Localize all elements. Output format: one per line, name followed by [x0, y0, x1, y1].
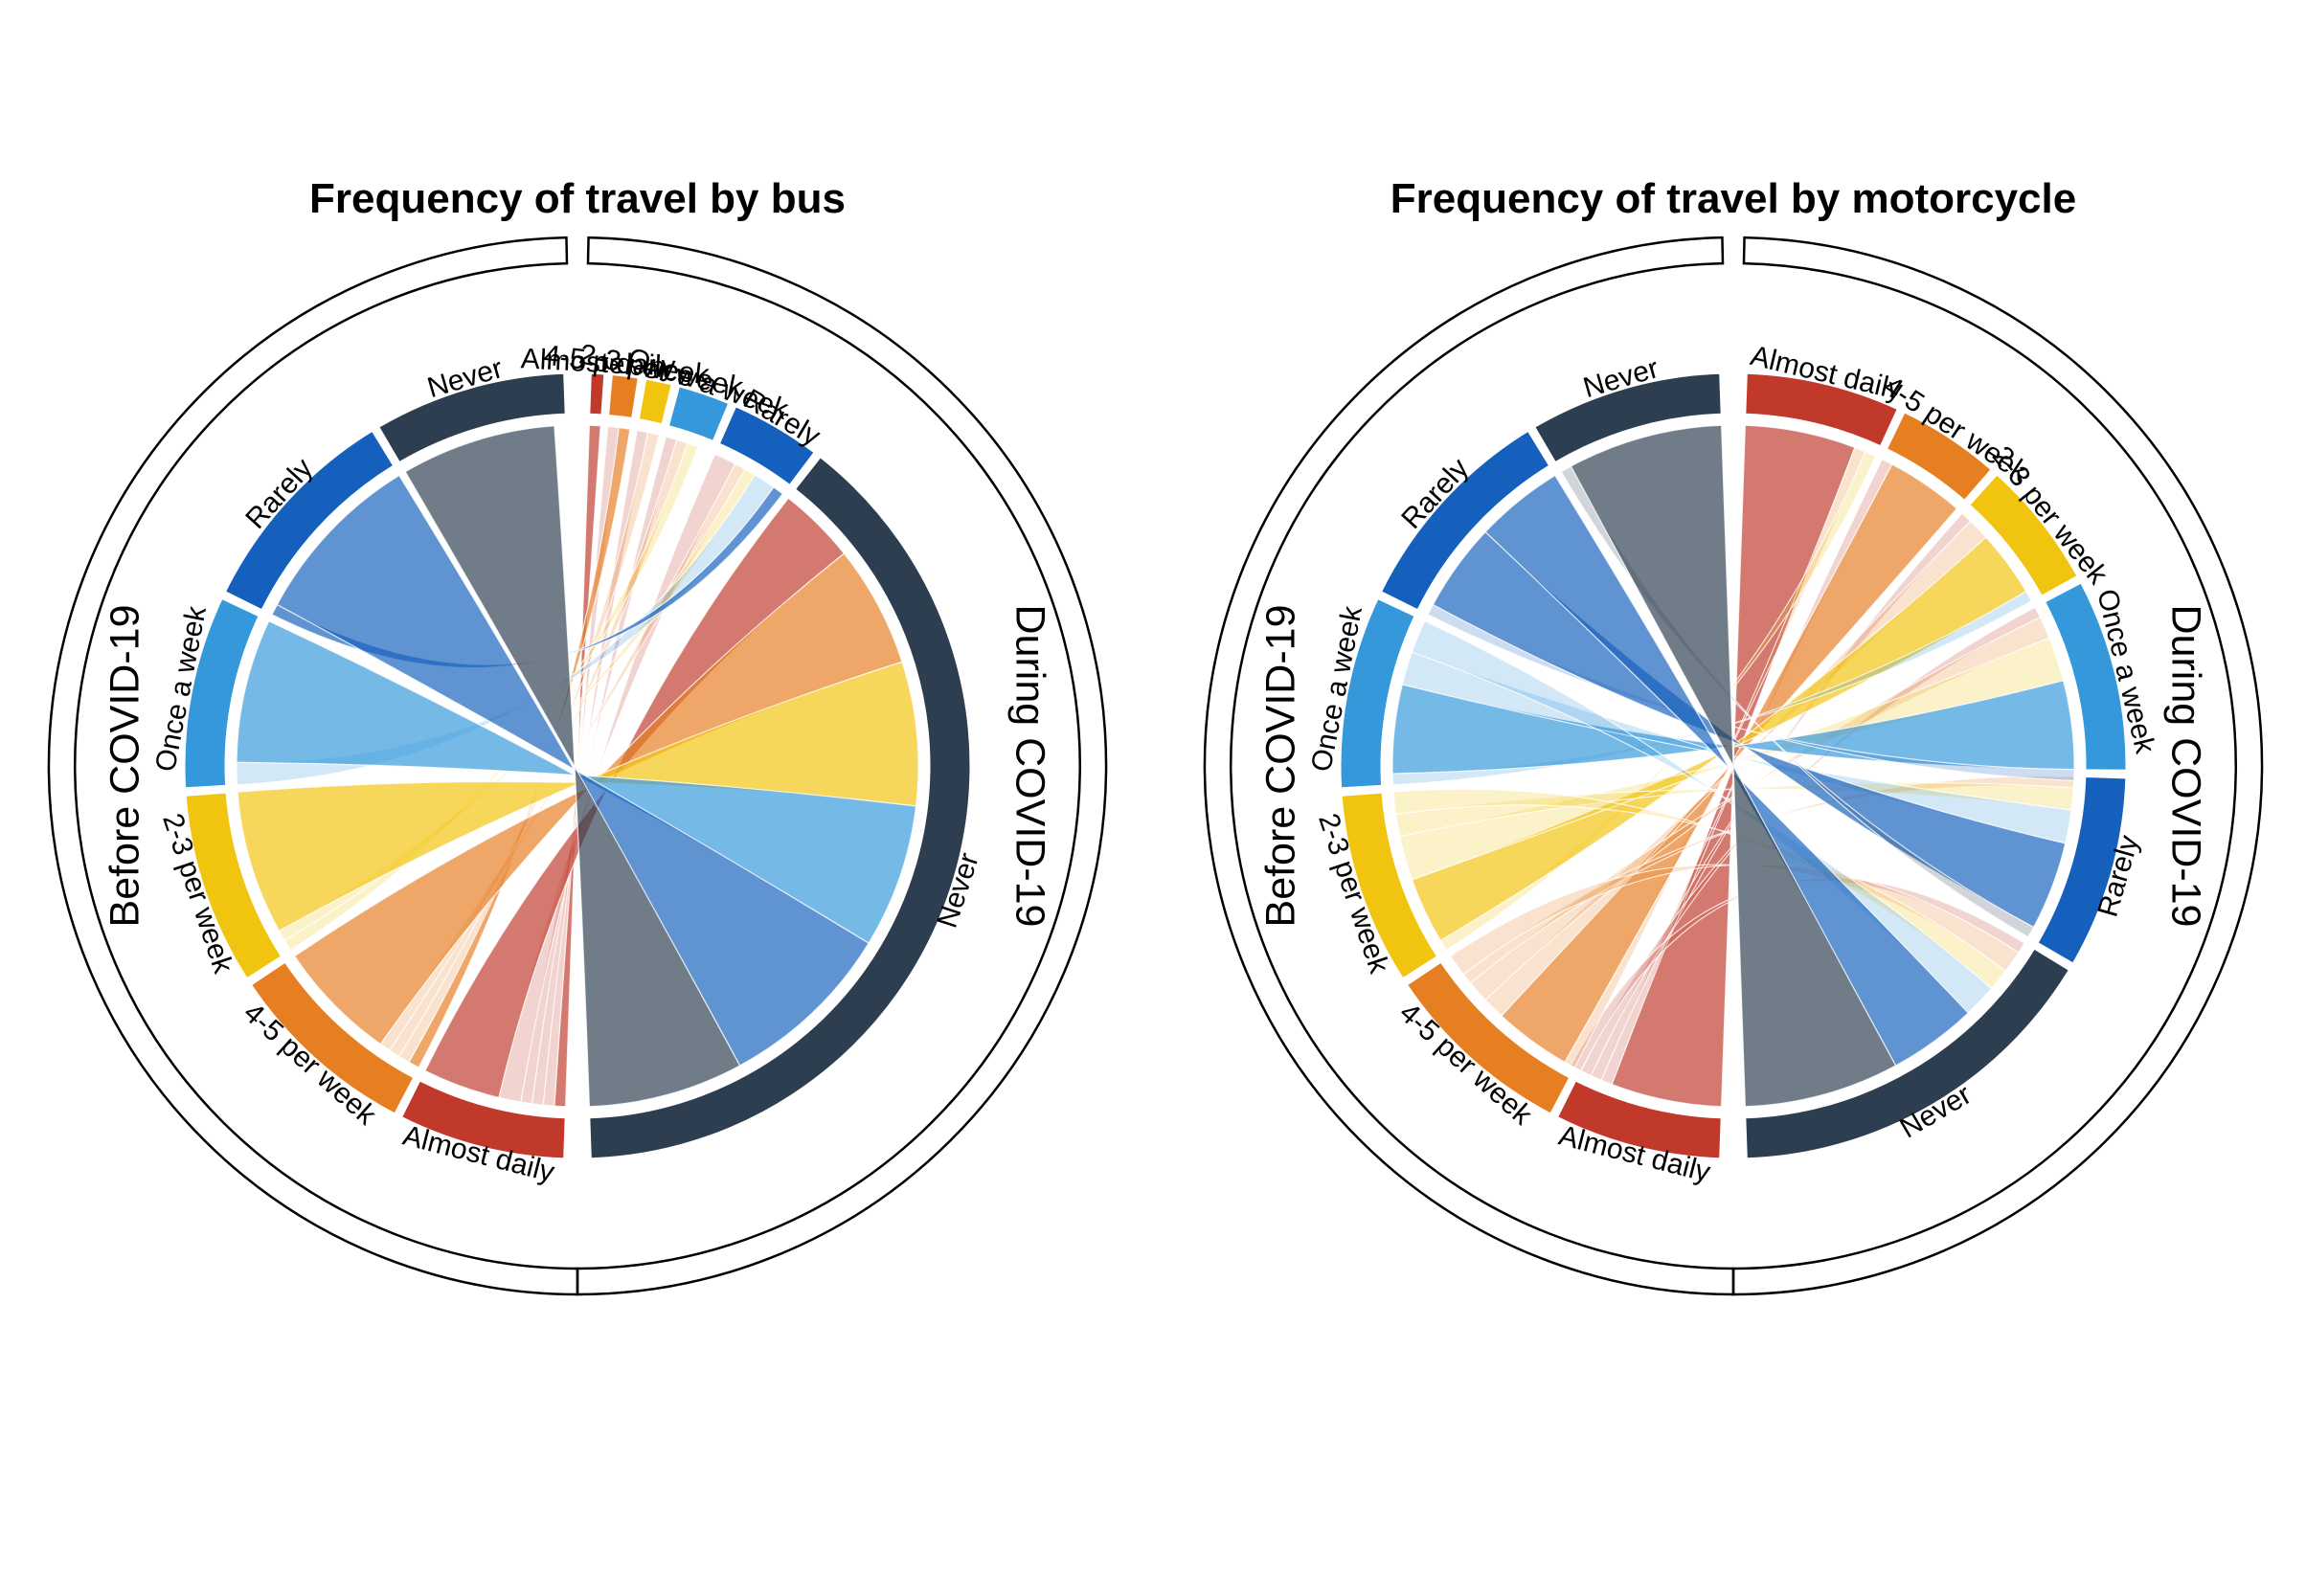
motorcycle-chart-title: Frequency of travel by motorcycle: [1390, 175, 2076, 222]
bus-group-before-covid-19-bracket: [47, 236, 579, 1296]
bus-during-sector-rarely: [718, 406, 815, 485]
bus-chart-title: Frequency of travel by bus: [309, 175, 846, 222]
motorcycle-during-sector-once-a-week: [2045, 582, 2127, 771]
bus-during-sector-never: [589, 457, 971, 1159]
bus-before-sector-never: [378, 372, 566, 463]
bus-group-label-before-covid-19: Before COVID-19: [102, 605, 147, 928]
bus-group-during-covid-19-bracket: [576, 236, 1108, 1296]
bus-during-sector-once-a-week: [667, 386, 730, 441]
bus-links: [236, 424, 919, 1108]
motorcycle-during-sector-almost-daily: [1745, 372, 1898, 447]
motorcycle-before-sector-4-5-per-week: [1407, 961, 1571, 1114]
motorcycle-group-before-covid-19-bracket: [1203, 236, 1735, 1296]
motorcycle-before-sector-never: [1534, 372, 1722, 463]
motorcycle-during-sector-never: [1745, 948, 2069, 1159]
motorcycle-before-sector-rarely: [1380, 430, 1550, 611]
bus-chord-diagram: Frequency of travel by bus Almost daily4…: [47, 175, 1108, 1296]
bus-link-never-to-never: [404, 425, 741, 1108]
bus-during-sector-4-5-per-week: [608, 374, 639, 418]
bus-before-sector-almost-daily: [401, 1080, 566, 1159]
bus-during-sector-2-3-per-week: [638, 378, 672, 425]
motorcycle-before-sector-almost-daily: [1557, 1080, 1722, 1159]
motorcycle-link-never-to-never: [1570, 424, 1897, 1108]
motorcycle-group-label-during-covid-19: During COVID-19: [2163, 605, 2209, 928]
motorcycle-before-sector-once-a-week: [1340, 598, 1415, 789]
motorcycle-during-sector-4-5-per-week: [1886, 412, 1992, 501]
motorcycle-group-label-before-covid-19: Before COVID-19: [1257, 605, 1303, 928]
motorcycle-links: [1391, 424, 2075, 1108]
motorcycle-group-during-covid-19-bracket: [1731, 236, 2264, 1296]
bus-group-label-during-covid-19: During COVID-19: [1007, 605, 1053, 928]
bus-before-sector-4-5-per-week: [251, 961, 415, 1114]
bus-before-sector-once-a-week: [184, 598, 260, 789]
bus-during-sector-almost-daily: [589, 372, 605, 416]
bus-before-sector-rarely: [224, 430, 395, 611]
motorcycle-during-sector-rarely: [2037, 776, 2127, 964]
motorcycle-during-sector-2-3-per-week: [1969, 474, 2078, 596]
bus-before-sector-2-3-per-week: [185, 792, 283, 979]
motorcycle-before-sector-2-3-per-week: [1341, 792, 1438, 979]
